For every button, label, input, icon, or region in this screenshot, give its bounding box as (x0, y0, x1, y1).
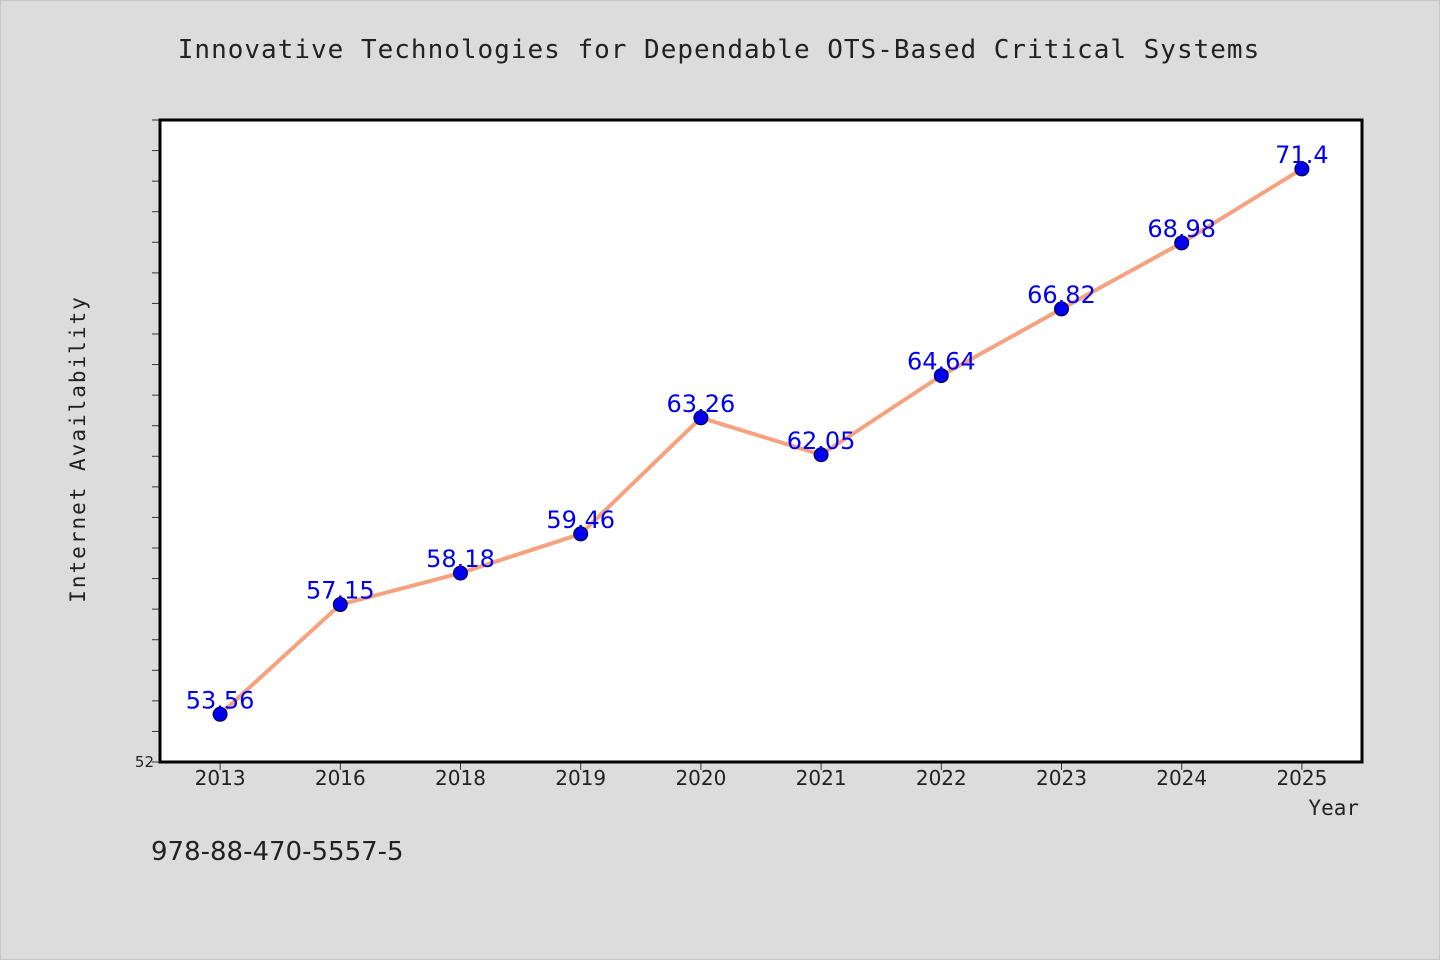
data-point (453, 565, 468, 581)
data-label: 53.56 (186, 686, 255, 714)
data-label: 68.98 (1147, 215, 1216, 243)
data-point (693, 410, 709, 426)
x-tick-label: 2018 (435, 766, 486, 790)
data-label: 58.18 (426, 545, 495, 573)
y-tick-label: 52 (135, 753, 154, 771)
data-label: 66.82 (1027, 281, 1096, 309)
data-point (1054, 301, 1069, 317)
x-tick-label: 2020 (675, 766, 726, 790)
x-axis-label: Year (1308, 796, 1359, 820)
x-tick-label: 2023 (1036, 766, 1087, 790)
series-layer (212, 161, 1310, 722)
data-point (933, 368, 949, 384)
chart-title: Innovative Technologies for Dependable O… (177, 35, 1261, 65)
y-axis-ticks: 52 (135, 119, 160, 771)
data-point (212, 706, 228, 722)
data-label: 57.15 (306, 577, 375, 605)
x-tick-label: 2022 (916, 766, 967, 790)
data-point (813, 447, 829, 463)
x-tick-label: 2024 (1156, 766, 1207, 790)
data-point (1174, 235, 1190, 251)
plot-area (160, 120, 1362, 762)
data-point (573, 526, 589, 542)
data-label: 64.64 (907, 348, 976, 376)
data-label: 59.46 (546, 506, 615, 534)
data-labels: 53.56 57.15 58.18 59.46 63.26 62.05 64.64 66.82… (186, 141, 1329, 714)
series-line (218, 167, 1303, 716)
x-axis-ticks: 2013 2016 2018 2019 2020 2021 2022 2023 2024 2025 (195, 762, 1327, 790)
data-label: 62.05 (787, 427, 856, 455)
x-tick-label: 2021 (796, 766, 847, 790)
x-tick-label: 2016 (315, 766, 366, 790)
x-tick-label: 2025 (1276, 766, 1327, 790)
x-tick-label: 2013 (195, 766, 246, 790)
x-tick-label: 2019 (555, 766, 606, 790)
data-label: 63.26 (667, 390, 736, 418)
data-label: 71.4 (1275, 141, 1328, 169)
plot-frame (158, 118, 1364, 764)
data-point (1294, 161, 1310, 177)
data-point (332, 597, 348, 613)
isbn-footnote: 978-88-470-5557-5 (151, 837, 404, 867)
